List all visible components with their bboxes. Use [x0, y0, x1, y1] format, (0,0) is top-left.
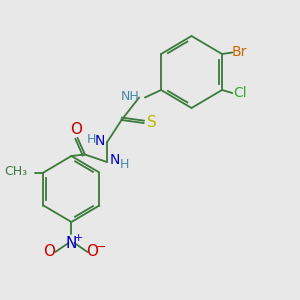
Text: Br: Br [232, 46, 247, 59]
Text: NH: NH [120, 90, 139, 103]
Text: H: H [120, 158, 129, 172]
Text: N: N [66, 236, 77, 250]
Text: O: O [70, 122, 82, 137]
Text: −: − [95, 241, 106, 254]
Text: Cl: Cl [233, 86, 246, 100]
Text: +: + [74, 232, 83, 243]
Text: N: N [95, 134, 105, 148]
Text: O: O [44, 244, 56, 260]
Text: O: O [86, 244, 98, 260]
Text: H: H [86, 133, 96, 146]
Text: S: S [147, 116, 157, 130]
Text: N: N [109, 154, 120, 167]
Text: CH₃: CH₃ [4, 165, 27, 178]
